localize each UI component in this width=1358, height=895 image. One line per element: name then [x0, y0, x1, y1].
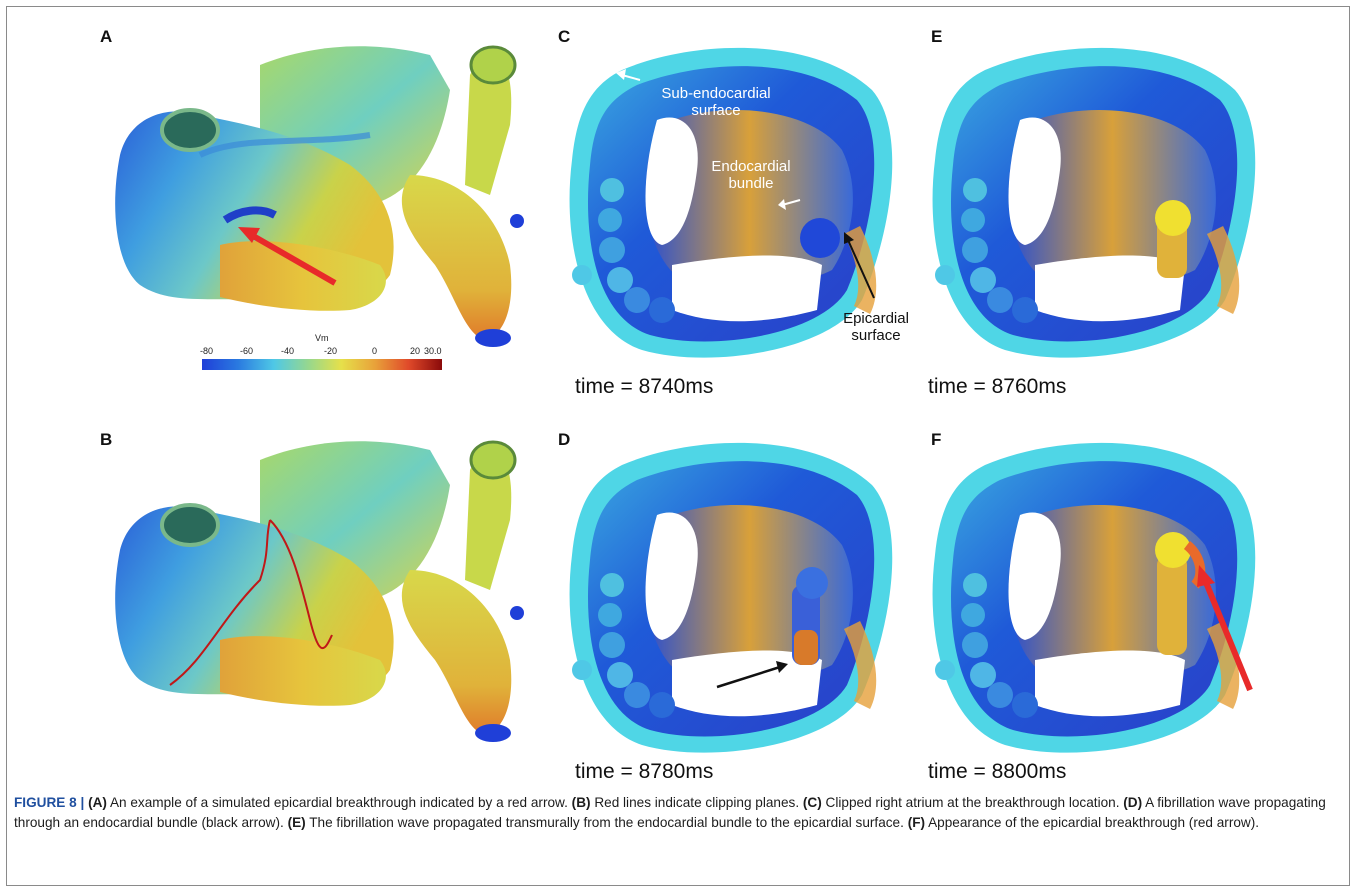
time-label-e: time = 8760ms [928, 375, 1067, 398]
colorbar-tick-4: -20 [324, 346, 338, 356]
caption-text-d: A fibrillation wave propagating through … [14, 795, 1326, 830]
caption-text-f: Appearance of the epicardial breakthroug… [925, 815, 1260, 830]
panel-label-a: A [100, 27, 113, 46]
red-arrow-f [1202, 578, 1253, 692]
ring-render-f [932, 442, 1256, 753]
clipping-plane-line [169, 519, 271, 686]
clipping-plane-line [269, 519, 333, 650]
epicardial-surface-line1: Epicardial [843, 310, 909, 327]
ring-render-d [569, 442, 893, 753]
panel-label-c: C [558, 27, 571, 46]
time-label-c: time = 8740ms [575, 375, 714, 398]
ring-render-e [932, 47, 1256, 358]
panel-label-f: F [931, 430, 942, 449]
colorbar-tick-7: 30.0 [424, 346, 442, 356]
caption-tag-f: (F) [907, 815, 926, 830]
caption-text-a: An example of a simulated epicardial bre… [106, 795, 572, 810]
colorbar-tick-2: -60 [240, 346, 254, 356]
caption-tag-a: (A) [88, 795, 107, 810]
caption-text-e: The fibrillation wave propagated transmu… [305, 815, 908, 830]
atrium-render-b [115, 440, 524, 742]
sub-endocardial-label-line1: Sub-endocardial [661, 85, 771, 102]
colorbar-tick-6: 20 [410, 346, 421, 356]
figure-caption: FIGURE 8 | (A) An example of a simulated… [14, 793, 1339, 833]
colorbar-tick-5: 0 [372, 346, 378, 356]
panel-label-b: B [100, 430, 113, 449]
colorbar-title: Vm [315, 333, 329, 343]
panel-label-d: D [558, 430, 571, 449]
ring-render-c [569, 47, 893, 358]
sub-endocardial-label-line2: surface [691, 102, 741, 119]
time-label-d: time = 8780ms [575, 760, 714, 783]
caption-tag-e: (E) [287, 815, 306, 830]
epicardial-surface-line2: surface [851, 327, 901, 344]
endocardial-bundle-label: Endocardial bundle [706, 158, 796, 192]
caption-text-c: Clipped right atrium at the breakthrough… [821, 795, 1124, 810]
colorbar [202, 359, 442, 370]
figure-label: FIGURE 8 | [14, 795, 85, 810]
epicardial-surface-label: Epicardial surface [826, 310, 926, 344]
red-arrow-a [246, 230, 337, 286]
colorbar-tick-3: -40 [281, 346, 295, 356]
black-arrow-d [716, 665, 781, 689]
sub-endocardial-label: Sub-endocardial surface [656, 85, 776, 119]
caption-tag-d: (D) [1123, 795, 1143, 810]
caption-text-b: Red lines indicate clipping planes. [590, 795, 803, 810]
panel-label-e: E [931, 27, 943, 46]
time-label-f: time = 8800ms [928, 760, 1067, 783]
atrium-render-a [115, 45, 524, 347]
endocardial-bundle-line2: bundle [728, 175, 774, 192]
colorbar-tick-1: -80 [200, 346, 214, 356]
endocardial-bundle-line1: Endocardial [711, 158, 791, 175]
caption-tag-b: (B) [571, 795, 591, 810]
caption-tag-c: (C) [802, 795, 822, 810]
